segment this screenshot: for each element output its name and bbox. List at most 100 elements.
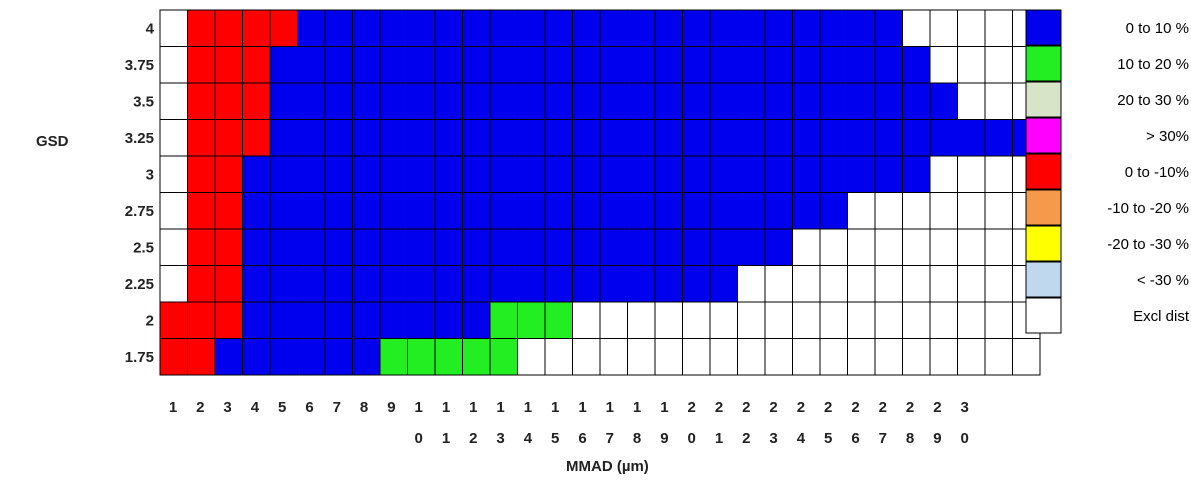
x-tick-label: 7 <box>333 399 341 416</box>
heatmap-cell <box>242 338 271 376</box>
x-tick-label-second-line: 5 <box>551 430 559 447</box>
x-tick-label: 3 <box>961 399 969 416</box>
heatmap-cell <box>379 265 408 303</box>
x-tick-label: 1 <box>496 399 504 416</box>
heatmap-cell <box>792 119 821 157</box>
heatmap-cell <box>214 192 243 230</box>
heatmap-cell <box>517 46 546 84</box>
heatmap-cell <box>709 301 738 339</box>
legend-label: 0 to 10 % <box>1126 20 1189 37</box>
heatmap-cell <box>819 265 848 303</box>
legend-label: -10 to -20 % <box>1107 200 1189 217</box>
heatmap-cell <box>792 9 821 47</box>
heatmap-cell <box>214 228 243 266</box>
legend-label: 20 to 30 % <box>1117 92 1189 109</box>
heatmap-cell <box>709 119 738 157</box>
heatmap-cell <box>957 82 986 120</box>
heatmap-cell <box>187 265 216 303</box>
x-tick-label: 6 <box>305 399 313 416</box>
x-tick-label-second-line: 0 <box>961 430 969 447</box>
heatmap-cell <box>902 228 931 266</box>
heatmap-cell <box>187 155 216 193</box>
heatmap-cell <box>297 192 326 230</box>
legend: 0 to 10 % 10 to 20 % 20 to 30 % > 30% 0 to -… <box>1025 9 1190 334</box>
heatmap-cell <box>957 155 986 193</box>
heatmap-cell <box>159 155 188 193</box>
heatmap-cell <box>214 46 243 84</box>
heatmap-cell <box>242 155 271 193</box>
y-tick-labels: 4 3.75 3.5 3.25 3 2.75 2.5 2.25 2 1.75 <box>125 20 155 366</box>
x-tick-labels-line2: 0 1 2 3 4 5 6 7 8 9 0 1 2 3 4 5 6 7 8 9 0 <box>415 430 969 447</box>
x-tick-label-second-line: 5 <box>824 430 832 447</box>
y-tick-label: 4 <box>146 20 155 37</box>
heatmap-cell <box>764 338 793 376</box>
heatmap-cell <box>324 119 353 157</box>
legend-swatch <box>1025 81 1062 118</box>
heatmap-cell <box>407 46 436 84</box>
heatmap-cell <box>819 82 848 120</box>
heatmap-cell <box>489 9 518 47</box>
heatmap-cell <box>214 265 243 303</box>
heatmap-cell <box>929 338 958 376</box>
heatmap-cell <box>324 192 353 230</box>
heatmap-cell <box>407 82 436 120</box>
heatmap-cell <box>599 155 628 193</box>
legend-label: 10 to 20 % <box>1117 56 1189 73</box>
heatmap-cell <box>462 46 491 84</box>
heatmap-cell <box>352 228 381 266</box>
heatmap-cell <box>324 338 353 376</box>
heatmap-cell <box>819 228 848 266</box>
heatmap-cell <box>407 301 436 339</box>
heatmap-cell <box>159 338 188 376</box>
heatmap-cell <box>737 265 766 303</box>
heatmap-cell <box>407 228 436 266</box>
heatmap-cell <box>654 155 683 193</box>
heatmap-cell <box>242 82 271 120</box>
heatmap-cell <box>434 82 463 120</box>
heatmap-cell <box>654 265 683 303</box>
heatmap-cell <box>709 46 738 84</box>
heatmap-cell <box>957 265 986 303</box>
heatmap-cell <box>572 192 601 230</box>
x-tick-label-second-line: 6 <box>851 430 859 447</box>
x-tick-label: 2 <box>742 399 750 416</box>
heatmap-cell <box>269 338 298 376</box>
heatmap-cell <box>434 265 463 303</box>
heatmap-cell <box>462 119 491 157</box>
heatmap-cell <box>544 192 573 230</box>
heatmap-cell <box>434 119 463 157</box>
heatmap-cell <box>407 119 436 157</box>
heatmap-cell <box>792 46 821 84</box>
heatmap-cell <box>572 9 601 47</box>
heatmap-cell <box>544 155 573 193</box>
heatmap-cell <box>737 228 766 266</box>
x-tick-label: 9 <box>387 399 395 416</box>
heatmap-cell <box>242 192 271 230</box>
heatmap-cell <box>462 228 491 266</box>
heatmap-cell <box>654 192 683 230</box>
legend-swatch <box>1025 117 1062 154</box>
heatmap-cell <box>599 228 628 266</box>
heatmap-cell <box>627 228 656 266</box>
heatmap-cell <box>902 192 931 230</box>
heatmap-cell <box>407 155 436 193</box>
x-tick-label: 1 <box>606 399 614 416</box>
heatmap-cell <box>297 301 326 339</box>
heatmap-cell <box>929 9 958 47</box>
heatmap-cell <box>929 301 958 339</box>
heatmap-cell <box>269 119 298 157</box>
heatmap-cells <box>159 9 1041 376</box>
heatmap-cell <box>159 265 188 303</box>
heatmap-cell <box>627 265 656 303</box>
heatmap-cell <box>984 228 1013 266</box>
heatmap-cell <box>434 192 463 230</box>
heatmap-cell <box>462 265 491 303</box>
heatmap-cell <box>599 192 628 230</box>
heatmap-cell <box>709 9 738 47</box>
heatmap-cell <box>572 301 601 339</box>
x-tick-label-second-line: 1 <box>442 430 450 447</box>
heatmap-cell <box>847 338 876 376</box>
heatmap-cell <box>462 155 491 193</box>
y-tick-label: 2.5 <box>133 239 154 256</box>
heatmap-cell <box>324 82 353 120</box>
